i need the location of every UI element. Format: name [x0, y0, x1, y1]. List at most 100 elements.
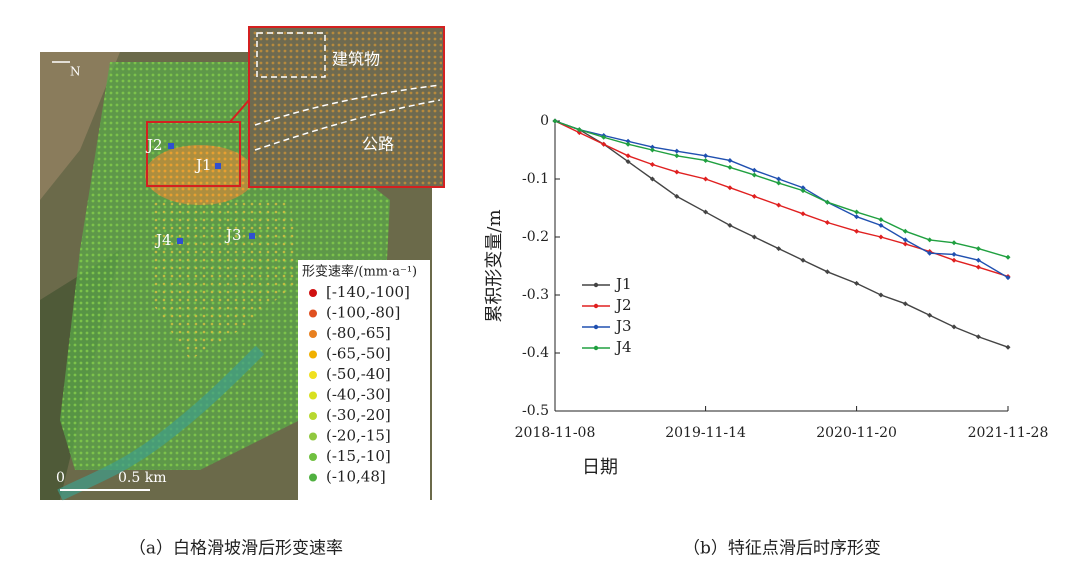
- series-marker: [1005, 344, 1011, 350]
- point-marker: [177, 238, 183, 244]
- y-tick-label: -0.1: [522, 171, 549, 187]
- series-marker: [854, 214, 860, 220]
- caption: （b）特征点滑后时序形变: [683, 539, 881, 559]
- series-marker: [776, 202, 782, 208]
- legend-marker: [593, 282, 599, 288]
- series-marker: [824, 220, 830, 225]
- point-label: J3: [224, 226, 242, 244]
- series-marker: [776, 176, 782, 182]
- series-marker: [902, 301, 908, 307]
- scale-label: 0: [56, 470, 65, 486]
- legend-marker: [593, 345, 599, 351]
- series-marker: [649, 147, 655, 153]
- river: [57, 345, 265, 501]
- series-marker: [800, 257, 806, 263]
- y-tick-label: -0.5: [522, 403, 549, 419]
- legend-swatch: [309, 391, 317, 400]
- y-tick-label: -0.3: [522, 287, 549, 303]
- legend-label: (-65,-50]: [326, 345, 391, 363]
- map-legend-title: 形变速率/(mm·a⁻¹): [302, 264, 417, 280]
- road-outline: [254, 84, 441, 151]
- series-marker: [854, 228, 860, 234]
- x-axis-label: 日期: [582, 457, 618, 478]
- zoom-connector: [229, 99, 250, 123]
- point-marker: [249, 233, 255, 239]
- series-marker: [552, 118, 558, 124]
- series-marker: [1005, 275, 1011, 281]
- legend-label: (-30,-20]: [326, 406, 391, 424]
- map-legend: [-140,-100] (-100,-80] (-80,-65] (-65,-50] (…: [309, 283, 410, 486]
- series-marker: [625, 159, 631, 165]
- series-marker: [674, 169, 680, 175]
- series-marker: [975, 246, 981, 252]
- series-marker: [951, 324, 957, 330]
- north-label: N: [70, 65, 81, 79]
- series-marker: [576, 127, 582, 133]
- series-marker: [751, 172, 757, 178]
- line-chart: 0 -0.1 -0.2 -0.3 -0.4 -0.5 2018-11-08 2019-11-1…: [515, 113, 1049, 441]
- terrain: [40, 52, 120, 200]
- series-marker: [878, 234, 884, 240]
- point-label: J2: [145, 136, 163, 154]
- point-label: J1: [194, 156, 212, 174]
- scale-label: 0.5 km: [118, 470, 166, 486]
- legend-swatch: [309, 371, 317, 379]
- y-tick-label: -0.4: [522, 345, 549, 361]
- series-line: [554, 120, 1009, 279]
- series-marker: [751, 234, 757, 240]
- y-axis-label: 累积形变量/m: [484, 209, 505, 322]
- series-marker: [625, 138, 631, 144]
- point-marker: [168, 143, 174, 149]
- series-marker: [751, 167, 757, 173]
- series-marker: [649, 144, 655, 150]
- legend-label: (-80,-65]: [326, 324, 391, 342]
- inset-label: 建筑物: [332, 50, 380, 69]
- legend-swatch: [309, 309, 317, 318]
- legend-label: (-10,48]: [326, 468, 386, 486]
- point-label: J4: [154, 231, 172, 249]
- deformation-zone-points: [145, 145, 255, 205]
- zoom-box: [146, 121, 241, 187]
- series-marker: [601, 141, 607, 147]
- series-marker: [625, 153, 631, 159]
- point-marker: [215, 163, 221, 169]
- series-marker: [703, 157, 709, 163]
- building-outline: [256, 32, 326, 78]
- series-marker: [975, 334, 981, 340]
- series-marker: [878, 217, 884, 223]
- series-marker: [902, 237, 908, 243]
- series-marker: [951, 251, 957, 257]
- series-marker: [601, 134, 607, 140]
- series-marker: [902, 228, 908, 234]
- series-marker: [878, 222, 884, 228]
- series-marker: [674, 148, 680, 154]
- x-tick-label: 2021-11-28: [968, 425, 1049, 441]
- series-line: [554, 120, 1009, 258]
- series-marker: [951, 257, 957, 263]
- x-tick-label: 2020-11-20: [816, 425, 897, 441]
- series-marker: [951, 240, 957, 246]
- series-marker: [727, 222, 733, 228]
- series-marker: [800, 188, 806, 194]
- legend-label: (-15,-10]: [326, 447, 391, 465]
- series-marker: [674, 153, 680, 159]
- x-tick-label: 2019-11-14: [665, 425, 746, 441]
- legend-marker: [593, 303, 599, 309]
- legend-swatch: [309, 350, 317, 359]
- series-marker: [751, 193, 757, 199]
- point-markers: J1 J2 J3 J4: [145, 136, 255, 249]
- series-marker: [576, 130, 582, 136]
- series-marker: [927, 312, 933, 318]
- map-legend-box: [298, 260, 430, 500]
- series-marker: [902, 241, 908, 247]
- x-tick-label: 2018-11-08: [515, 425, 596, 441]
- legend-label: [-140,-100]: [326, 283, 410, 301]
- legend-label: J3: [614, 317, 632, 335]
- caption: （a）白格滑坡滑后形变速率: [129, 539, 343, 559]
- series-marker: [1005, 254, 1011, 260]
- series-marker: [703, 153, 709, 159]
- series-marker: [727, 185, 733, 191]
- legend-label: (-20,-15]: [326, 427, 391, 445]
- series-marker: [800, 185, 806, 191]
